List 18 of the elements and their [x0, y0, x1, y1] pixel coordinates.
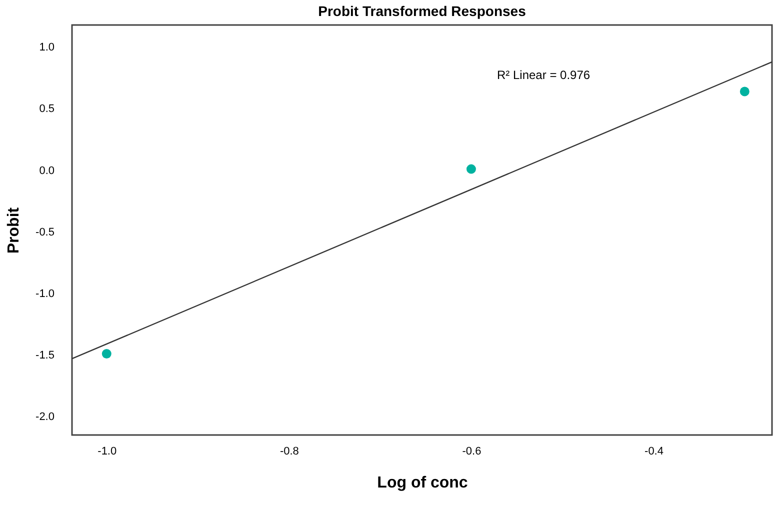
y-tick-label: -2.0 — [36, 411, 54, 424]
y-tick-label: 0.0 — [39, 164, 54, 177]
y-tick-label: -0.5 — [36, 226, 54, 238]
point — [740, 86, 750, 96]
point — [466, 164, 476, 174]
chart-title: Probit Transformed Responses — [318, 3, 526, 19]
y-axis-title: Probit — [6, 206, 23, 254]
x-axis-title: Log of conc — [377, 474, 468, 492]
x-tick-label: -0.4 — [644, 446, 664, 458]
point — [102, 349, 112, 358]
y-tick-label: -1.0 — [36, 288, 54, 300]
x-tick-label: -1.0 — [98, 446, 117, 458]
y-tick-label: 0.5 — [39, 103, 54, 116]
y-tick-label: -1.5 — [36, 349, 54, 362]
y-tick-label: 1.0 — [39, 42, 54, 54]
x-tick-label: -0.8 — [280, 446, 299, 458]
x-tick-label: -0.6 — [462, 446, 482, 458]
annotation: R² Linear = 0.976 — [497, 68, 590, 82]
